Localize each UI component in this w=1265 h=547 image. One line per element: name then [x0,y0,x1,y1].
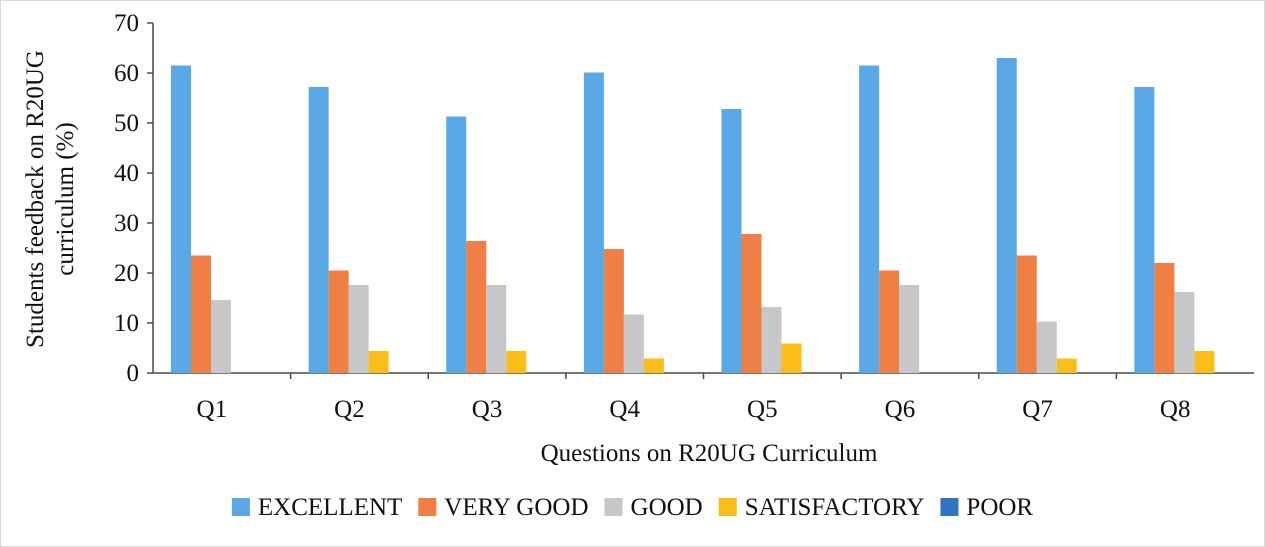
y-tick-label: 40 [114,160,139,187]
bar-q2-good [348,285,369,373]
legend: EXCELLENT VERY GOOD GOOD SATISFACTORY POOR [231,494,1033,521]
bar-q3-excellent [446,116,467,373]
y-tick-label: 30 [114,210,139,237]
bar-q1-excellent [171,65,191,373]
tick-labels-layer: 0 10 20 30 40 50 60 70 Q1 Q2 Q3 Q4 Q5 Q6 Q7 Q8 [114,10,1190,423]
bar-q5-satisfactory [781,343,802,373]
bar-q7-excellent [996,58,1017,373]
legend-label: POOR [966,494,1033,521]
x-tick-label: Q4 [609,396,640,423]
bar-q2-very-good [328,270,349,373]
legend-item-very-good: VERY GOOD [418,494,589,521]
x-tick-label: Q1 [197,396,228,423]
legend-item-excellent: EXCELLENT [231,494,402,521]
y-tick-label: 20 [114,260,139,287]
bar-q4-good [623,314,644,373]
y-tick-label: 10 [114,310,139,337]
bar-q8-good [1174,292,1195,373]
bar-q8-very-good [1154,263,1175,373]
x-tick-label: Q6 [885,396,916,423]
bar-q5-good [761,307,782,373]
y-tick-label: 70 [114,10,139,37]
legend-label: SATISFACTORY [745,494,925,521]
bar-q2-satisfactory [368,351,389,373]
legend-swatch [718,498,737,516]
legend-swatch [940,498,959,516]
bar-q4-very-good [603,249,624,373]
bar-q1-good [211,300,231,373]
legend-item-poor: POOR [940,494,1033,521]
x-tick-label: Q7 [1022,396,1053,423]
bar-q2-excellent [308,87,329,373]
bar-q6-good [899,285,920,373]
bar-q3-very-good [466,241,487,373]
y-tick-label: 0 [127,360,140,387]
legend-label: EXCELLENT [258,494,402,521]
y-axis-title-line-2: curriculum (%) [52,122,79,275]
bar-q7-very-good [1016,255,1037,373]
bar-q7-satisfactory [1056,358,1077,373]
bar-q5-excellent [721,109,742,373]
bar-q3-satisfactory [506,351,527,373]
legend-item-good: GOOD [604,494,703,521]
x-tick-label: Q2 [334,396,365,423]
bar-q6-excellent [859,65,880,373]
bars-layer [171,58,1215,373]
bar-q6-very-good [879,270,900,373]
y-tick-label: 50 [114,110,139,137]
bar-q7-good [1036,321,1057,373]
legend-swatch [418,498,437,516]
legend-swatch [604,498,623,516]
y-tick-label: 60 [114,60,139,87]
bar-q8-satisfactory [1194,351,1215,373]
x-tick-label: Q3 [472,396,503,423]
y-axis-title: Students feedback on R20UG curriculum (%… [22,50,79,348]
y-axis-title-line-1: Students feedback on R20UG [22,50,49,348]
bar-q4-excellent [583,72,604,373]
bar-q4-satisfactory [643,358,664,373]
legend-swatch [231,498,250,516]
bar-q1-very-good [191,255,211,373]
x-tick-label: Q8 [1160,396,1191,423]
x-axis-title: Questions on R20UG Curriculum [541,440,878,467]
bar-q8-excellent [1134,87,1155,373]
legend-label: GOOD [631,494,703,521]
legend-label: VERY GOOD [444,494,588,521]
legend-item-satisfactory: SATISFACTORY [718,494,925,521]
bar-q3-good [486,285,507,373]
x-tick-label: Q5 [747,396,778,423]
bar-q5-very-good [741,234,762,373]
